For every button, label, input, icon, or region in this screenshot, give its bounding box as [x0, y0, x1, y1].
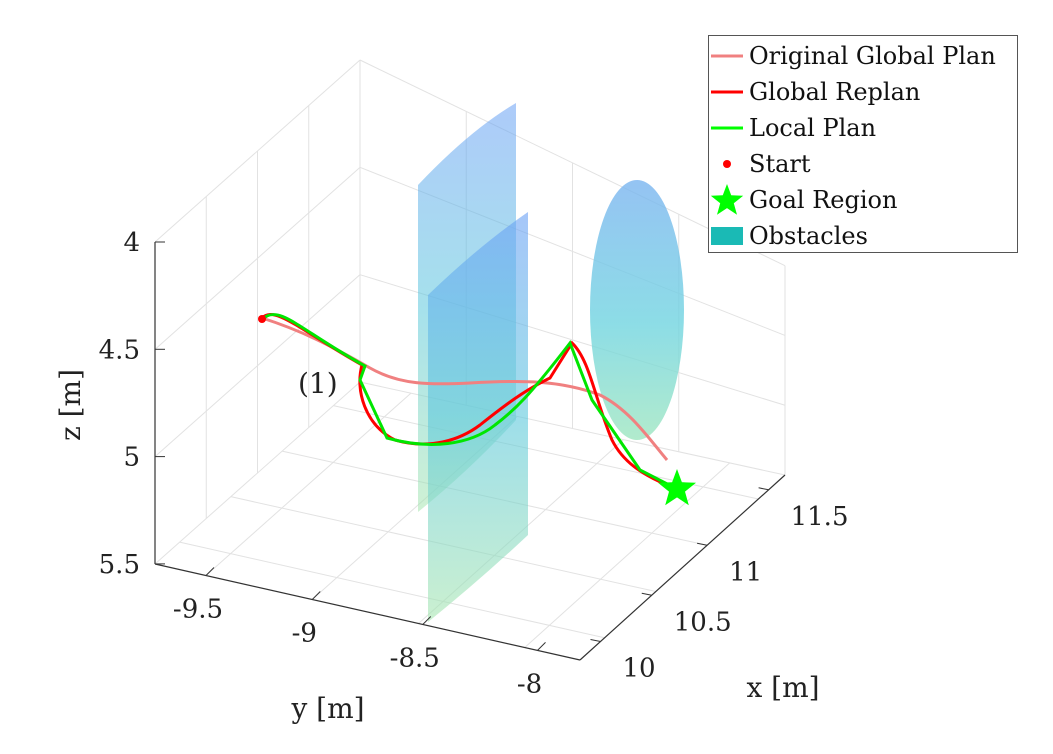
grid-line: [205, 392, 412, 576]
axis-ticks: 4 4.5 5 5.5 -9.5 -9 -8.5 -8 10 10.5 11 11.5: [99, 228, 849, 699]
legend-label: Original Global Plan: [749, 42, 996, 70]
legend-item: Start: [709, 146, 811, 182]
y-tick-label: -8.5: [390, 643, 440, 673]
y-tick: [422, 616, 432, 625]
legend-label: Obstacles: [749, 222, 868, 250]
legend-label: Global Replan: [749, 78, 921, 106]
legend-item: Original Global Plan: [709, 38, 996, 74]
z-tick-label: 5.5: [99, 550, 140, 580]
legend-item: Local Plan: [709, 110, 876, 146]
y-tick: [205, 567, 215, 576]
legend-swatch-line: [709, 82, 745, 102]
z-tick-label: 5: [123, 443, 140, 473]
obstacles: [418, 103, 684, 622]
goal-region-marker: [658, 469, 696, 506]
y-tick: [311, 591, 321, 600]
start-marker: [258, 315, 266, 323]
x-tick: [590, 639, 601, 642]
x-tick: [697, 542, 708, 546]
legend: Original Global Plan Global Replan Local P…: [708, 35, 1018, 253]
y-axis-line: [154, 563, 581, 661]
y-tick-label: -9.5: [173, 595, 223, 625]
legend-item: Obstacles: [709, 218, 868, 254]
local-plan-line: [263, 313, 676, 490]
grid-line: [154, 274, 361, 458]
legend-swatch-dot: [709, 154, 745, 174]
legend-swatch-patch: [709, 226, 745, 246]
x-tick-label: 10.5: [674, 607, 732, 637]
grid-line: [154, 166, 361, 350]
grid-line: [179, 541, 605, 639]
legend-label: Goal Region: [749, 186, 898, 214]
x-tick-label: 11: [729, 557, 762, 587]
x-tick: [641, 592, 652, 596]
x-axis-label: x [m]: [746, 671, 819, 704]
obstacle-ellipsoid: [590, 180, 684, 440]
legend-label: Local Plan: [749, 114, 877, 142]
annotation-label: (1): [298, 367, 338, 400]
x-tick-label: 11.5: [791, 502, 849, 532]
x-tick: [758, 487, 769, 491]
grid-line: [524, 462, 731, 648]
legend-swatch-line: [709, 118, 745, 138]
grid-line: [154, 59, 361, 243]
y-tick-label: -8: [517, 669, 542, 699]
trajectories: [258, 313, 696, 506]
z-axis-label: z [m]: [54, 369, 87, 441]
grid-line: [333, 405, 759, 500]
legend-swatch-star: [709, 184, 745, 215]
x-axis-line: [579, 474, 786, 661]
x-tick-label: 10: [623, 654, 656, 684]
legend-swatch-line: [709, 46, 745, 66]
legend-item: Goal Region: [709, 182, 897, 218]
legend-item: Global Replan: [709, 74, 920, 110]
y-tick-label: -9: [292, 619, 317, 649]
legend-label: Start: [749, 150, 811, 178]
obstacle-slab-front: [428, 212, 528, 622]
y-tick: [537, 642, 546, 651]
grid-line: [154, 381, 361, 565]
y-axis-label: y [m]: [290, 692, 364, 725]
z-tick-label: 4.5: [99, 335, 140, 365]
z-tick-label: 4: [123, 228, 140, 258]
